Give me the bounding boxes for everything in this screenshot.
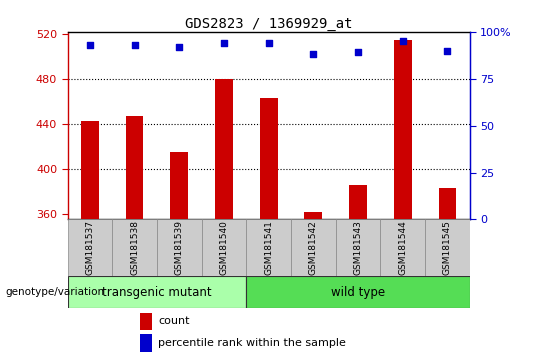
Point (130, 42, 139, 48)
Bar (438, 188, 456, 219)
Point (265, 40, 273, 46)
Bar (425, 219, 470, 276)
Text: GSM181541: GSM181541 (264, 220, 273, 275)
Text: genotype/variation: genotype/variation (5, 287, 105, 297)
Text: GSM181540: GSM181540 (219, 220, 228, 275)
Bar (81, 121, 99, 219)
Text: GSM181543: GSM181543 (354, 220, 362, 275)
Text: GSM181538: GSM181538 (130, 220, 139, 275)
Bar (380, 219, 425, 276)
Bar (68, 276, 246, 308)
Text: count: count (158, 316, 190, 326)
Bar (246, 276, 470, 308)
Bar (336, 219, 380, 276)
Bar (170, 152, 188, 219)
Bar (394, 40, 411, 219)
Bar (305, 212, 322, 219)
Text: GSM181542: GSM181542 (309, 221, 318, 275)
Bar (112, 219, 157, 276)
Point (399, 38, 407, 44)
Bar (246, 219, 291, 276)
Text: transgenic mutant: transgenic mutant (102, 286, 212, 298)
Bar (260, 98, 278, 219)
Bar (201, 219, 246, 276)
Bar (140, 334, 152, 352)
Text: GSM181537: GSM181537 (85, 220, 94, 275)
Bar (291, 219, 336, 276)
Text: percentile rank within the sample: percentile rank within the sample (158, 338, 346, 348)
Point (309, 52, 318, 57)
Point (443, 48, 452, 53)
Point (354, 50, 362, 55)
Text: GSM181545: GSM181545 (443, 220, 452, 275)
Bar (140, 313, 152, 330)
Bar (349, 185, 367, 219)
Bar (68, 219, 112, 276)
Text: GSM181544: GSM181544 (399, 221, 407, 275)
Title: GDS2823 / 1369929_at: GDS2823 / 1369929_at (185, 17, 353, 31)
Point (220, 40, 228, 46)
Text: wild type: wild type (331, 286, 385, 298)
Point (175, 44, 184, 50)
Bar (126, 116, 144, 219)
Point (85, 42, 94, 48)
Bar (215, 79, 233, 219)
Text: GSM181539: GSM181539 (175, 220, 184, 275)
Bar (157, 219, 201, 276)
